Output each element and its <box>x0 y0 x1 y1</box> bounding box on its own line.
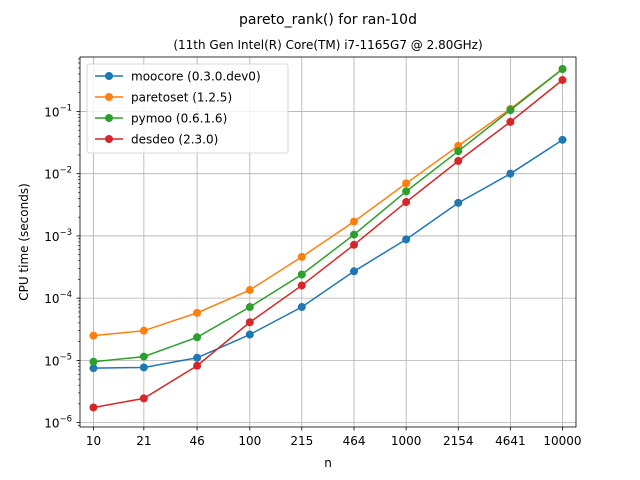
x-tick-label: 215 <box>290 434 313 448</box>
x-axis-label: n <box>324 456 332 470</box>
legend-box <box>86 63 289 154</box>
data-point-moocore <box>506 169 515 178</box>
legend-marker-pymoo <box>105 114 113 122</box>
y-tick-label: 10−5 <box>44 352 72 368</box>
y-axis: 10−6 10−5 10−4 10−3 10−2 10−1 <box>44 58 80 431</box>
data-point-desdeo <box>297 281 306 290</box>
data-point-desdeo <box>350 240 359 249</box>
data-point-paretoset <box>193 308 202 317</box>
data-point-desdeo <box>454 156 463 165</box>
legend-marker-desdeo <box>105 135 113 143</box>
x-tick-label: 10 <box>86 434 101 448</box>
data-point-pymoo <box>245 303 254 312</box>
x-tick-label: 100 <box>238 434 261 448</box>
data-point-paretoset <box>89 331 98 340</box>
legend-label-paretoset: paretoset (1.2.5) <box>131 91 232 105</box>
data-point-paretoset <box>402 179 411 188</box>
data-point-desdeo <box>89 403 98 412</box>
legend-label-desdeo: desdeo (2.3.0) <box>131 133 218 147</box>
legend-label-pymoo: pymoo (0.6.1.6) <box>131 112 227 126</box>
data-point-moocore <box>245 330 254 339</box>
data-point-pymoo <box>558 65 567 74</box>
data-point-desdeo <box>402 198 411 207</box>
x-tick-label: 21 <box>136 434 151 448</box>
data-point-pymoo <box>139 352 148 361</box>
data-point-paretoset <box>139 326 148 335</box>
series-line-moocore <box>93 139 563 369</box>
x-tick-label: 46 <box>189 434 204 448</box>
legend-label-moocore: moocore (0.3.0.dev0) <box>131 70 261 84</box>
data-point-moocore <box>350 267 359 276</box>
data-point-pymoo <box>506 106 515 115</box>
x-tick-label: 4641 <box>495 434 526 448</box>
data-point-paretoset <box>350 217 359 226</box>
y-tick-label: 10−6 <box>44 415 72 431</box>
chart-title: pareto_rank() for ran-10d <box>239 12 417 28</box>
y-tick-label: 10−1 <box>44 103 72 119</box>
data-point-desdeo <box>506 117 515 126</box>
x-axis: 10 21 46 100 215 464 1000 2154 4641 10000 <box>86 427 582 448</box>
data-point-moocore <box>454 198 463 207</box>
data-point-moocore <box>297 303 306 312</box>
legend-marker-moocore <box>105 72 113 80</box>
data-point-paretoset <box>297 252 306 261</box>
data-point-moocore <box>402 235 411 244</box>
data-point-moocore <box>193 353 202 362</box>
x-tick-label: 10000 <box>543 434 581 448</box>
data-point-desdeo <box>193 361 202 370</box>
legend: moocore (0.3.0.dev0) paretoset (1.2.5) pym… <box>86 63 289 154</box>
y-axis-label: CPU time (seconds) <box>17 183 31 301</box>
data-point-pymoo <box>89 357 98 366</box>
series-line-paretoset <box>93 68 563 337</box>
series-line-pymoo <box>93 68 563 363</box>
x-tick-label: 2154 <box>443 434 474 448</box>
y-tick-label: 10−2 <box>44 166 72 182</box>
series-line-desdeo <box>93 79 563 409</box>
data-point-paretoset <box>245 286 254 295</box>
series-group <box>89 65 567 412</box>
data-point-pymoo <box>193 333 202 342</box>
y-tick-label: 10−4 <box>44 290 72 306</box>
data-point-moocore <box>558 135 567 144</box>
data-point-pymoo <box>297 270 306 279</box>
data-point-pymoo <box>454 147 463 156</box>
data-point-moocore <box>89 364 98 373</box>
legend-marker-paretoset <box>105 93 113 101</box>
x-tick-label: 1000 <box>391 434 422 448</box>
data-point-pymoo <box>350 230 359 239</box>
chart-subtitle: (11th Gen Intel(R) Core(TM) i7-1165G7 @ … <box>173 38 482 52</box>
data-point-desdeo <box>558 76 567 85</box>
x-tick-label: 464 <box>343 434 366 448</box>
y-tick-label: 10−3 <box>44 228 72 244</box>
data-point-pymoo <box>402 187 411 196</box>
data-point-desdeo <box>139 394 148 403</box>
data-point-desdeo <box>245 318 254 327</box>
data-point-moocore <box>139 363 148 372</box>
